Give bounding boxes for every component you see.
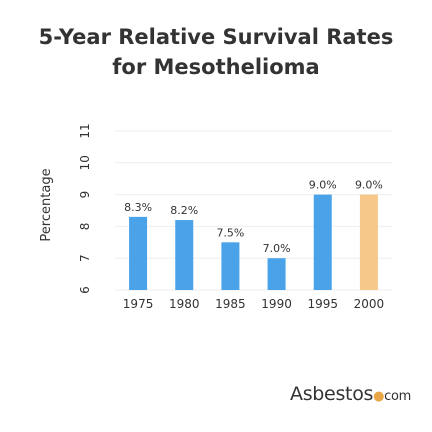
y-tick-label: 6 — [78, 286, 92, 294]
asbestos-logo: Asbestos●com — [290, 383, 411, 405]
y-tick-label: 8 — [78, 223, 92, 231]
data-label-2000: 9.0% — [355, 179, 383, 192]
chart-title-line-1: 5-Year Relative Survival Rates — [38, 25, 394, 49]
data-label-1980: 8.2% — [170, 204, 198, 217]
x-tick-label: 2000 — [354, 297, 385, 311]
data-label-1985: 7.5% — [216, 226, 244, 239]
data-labels: 8.3% 8.2% 7.5% 7.0% 9.0% 9.0% — [124, 179, 383, 256]
data-label-1975: 8.3% — [124, 201, 152, 214]
y-axis-label: Percentage — [39, 168, 54, 241]
data-label-1995: 9.0% — [309, 179, 337, 192]
bar-1980 — [175, 220, 194, 290]
bar-1985 — [221, 242, 240, 290]
y-axis-ticks: 6 7 8 9 10 11 — [78, 123, 92, 293]
x-tick-label: 1985 — [215, 297, 246, 311]
logo-dot-icon: ● — [373, 389, 385, 404]
y-tick-label: 11 — [78, 123, 92, 138]
chart-title: 5-Year Relative Survival Rates for Mesot… — [0, 22, 432, 82]
bar-1990 — [267, 258, 286, 290]
chart-title-line-2: for Mesothelioma — [112, 55, 320, 79]
logo-suffix: com — [384, 389, 412, 404]
y-tick-label: 9 — [78, 191, 92, 199]
x-axis-ticks: 1975 1980 1985 1990 1995 2000 — [123, 297, 384, 311]
x-tick-label: 1975 — [123, 297, 154, 311]
bar-1975 — [129, 216, 148, 290]
bar-2000 — [359, 194, 378, 290]
y-tick-label: 7 — [78, 254, 92, 262]
gridlines — [115, 130, 392, 291]
data-label-1990: 7.0% — [263, 242, 291, 255]
x-tick-label: 1990 — [261, 297, 292, 311]
logo-brand: Asbestos — [290, 383, 374, 405]
y-tick-label: 10 — [78, 155, 92, 170]
bars — [129, 194, 378, 290]
x-tick-label: 1980 — [169, 297, 200, 311]
x-tick-label: 1995 — [307, 297, 338, 311]
bar-1995 — [313, 194, 332, 290]
